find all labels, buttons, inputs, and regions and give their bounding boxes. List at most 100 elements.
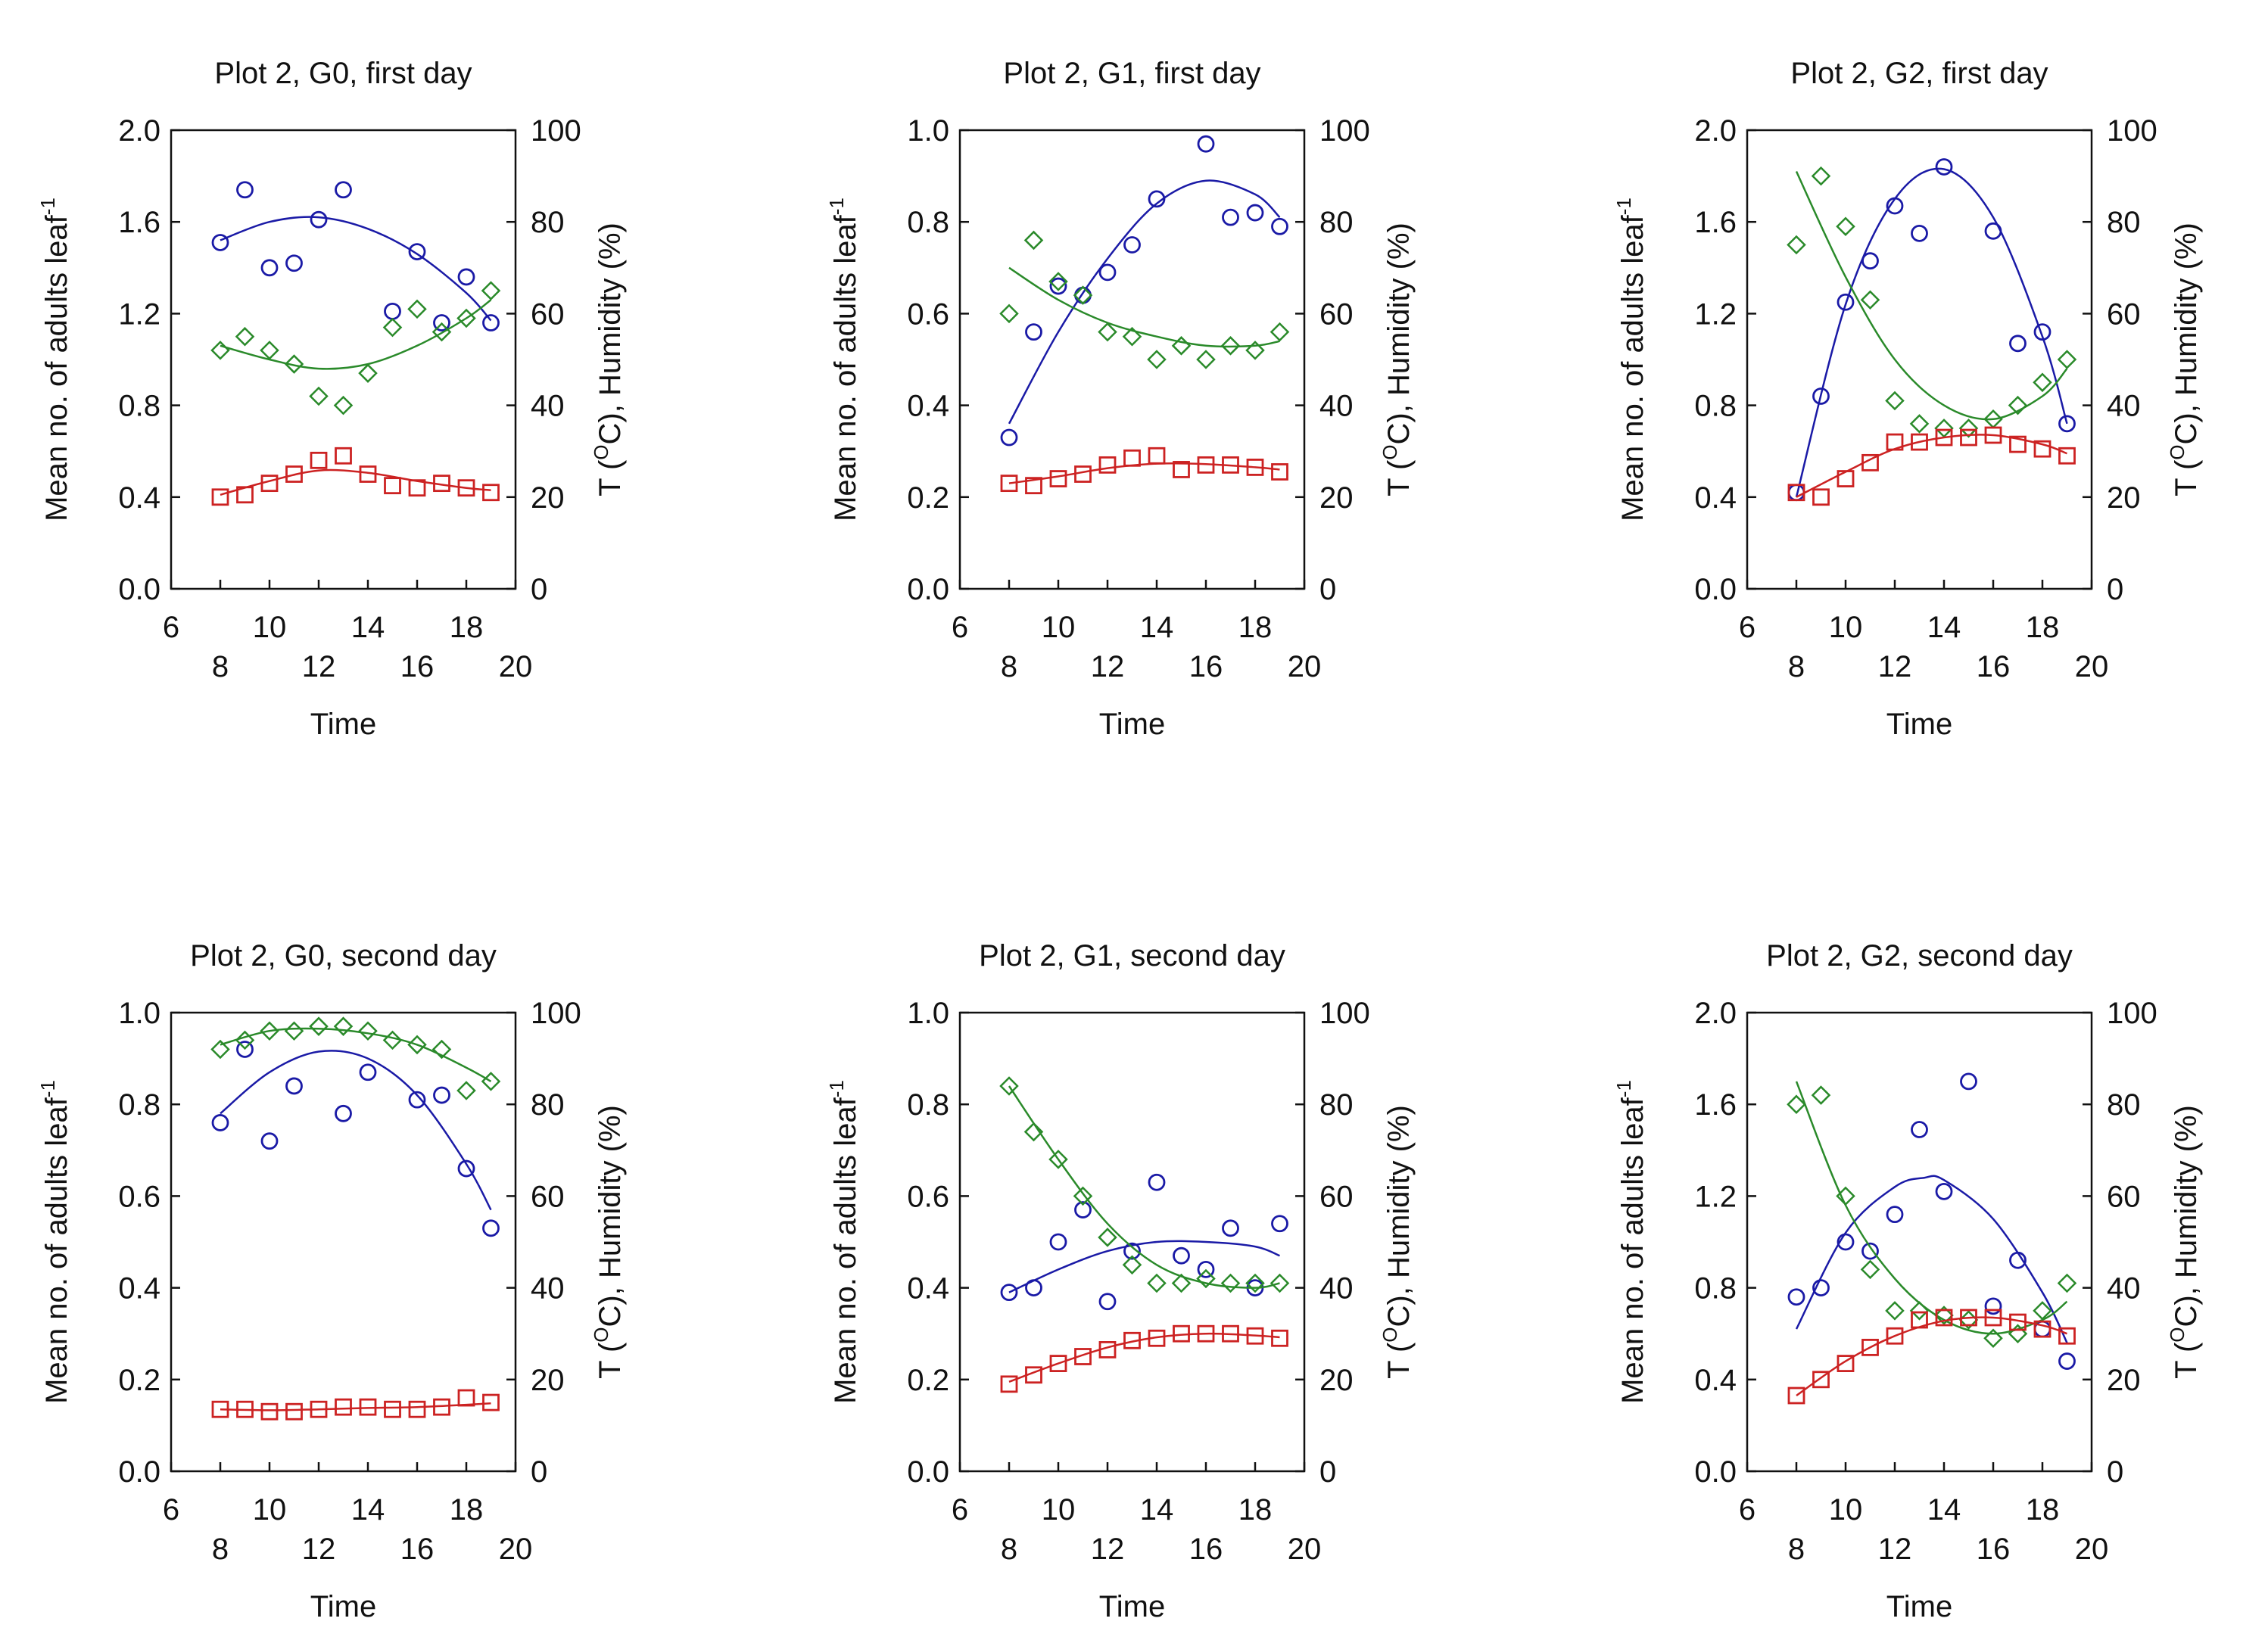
data-point-humidity	[407, 1035, 427, 1055]
x-tick-label: 14	[1927, 1493, 1961, 1527]
data-point-humidity	[235, 326, 255, 347]
data-point-humidity	[1811, 1085, 1831, 1105]
y-left-axis-label: Mean no. of adults leaf-1	[36, 1080, 73, 1404]
data-point-adults	[1222, 208, 1239, 226]
data-point-temperature	[1886, 433, 1904, 451]
data-point-humidity	[1811, 166, 1831, 186]
series-temperature	[1787, 1309, 2076, 1405]
series-temperature	[211, 447, 500, 506]
data-point-humidity	[1220, 336, 1241, 356]
data-point-humidity	[1270, 1273, 1290, 1293]
data-point-temperature	[1911, 1311, 1928, 1329]
data-point-humidity	[1098, 322, 1117, 342]
y-right-tick-label: 60	[2107, 297, 2141, 331]
data-point-humidity	[1073, 1186, 1093, 1206]
y-left-tick-label: 1.0	[118, 997, 160, 1030]
data-point-adults	[1960, 1072, 1977, 1091]
series-adults	[1787, 158, 2076, 502]
y-right-tick-label: 60	[1319, 1180, 1354, 1213]
x-tick-label: 14	[1140, 611, 1174, 644]
data-point-adults	[1074, 1201, 1092, 1218]
series-adults	[1000, 1173, 1288, 1311]
fit-curve-humidity	[1008, 1085, 1280, 1289]
data-point-temperature	[433, 475, 450, 493]
y-right-axis-label-tail: C), Humidity (%)	[593, 223, 627, 444]
x-tick-label: 8	[1001, 650, 1017, 683]
data-point-temperature	[1173, 1324, 1190, 1343]
data-point-adults	[335, 1104, 352, 1122]
data-point-temperature	[1246, 459, 1264, 476]
y-left-tick-label: 0.4	[907, 390, 949, 423]
data-point-humidity	[1885, 391, 1905, 411]
y-left-tick-label: 0.4	[1694, 1364, 1737, 1397]
x-tick-label: 8	[212, 650, 229, 683]
y-left-tick-label: 2.0	[118, 114, 160, 148]
data-point-temperature	[260, 475, 279, 493]
x-tick-label: 10	[1829, 611, 1863, 644]
data-point-adults	[1000, 1284, 1018, 1302]
data-point-temperature	[335, 447, 352, 465]
y-right-tick-label: 0	[531, 573, 547, 606]
x-tick-label: 16	[400, 650, 435, 683]
series-temperature	[1000, 1324, 1288, 1393]
x-tick-label: 18	[1238, 1493, 1273, 1527]
y-right-tick-label: 100	[1319, 997, 1370, 1030]
fit-curve-humidity	[1795, 1081, 2068, 1335]
y-right-axis-label-text: T (	[1382, 459, 1416, 496]
data-point-humidity	[407, 299, 427, 319]
x-tick-label: 10	[253, 1493, 287, 1527]
data-point-adults	[408, 1091, 426, 1109]
plot-frame	[958, 1011, 1306, 1473]
data-point-humidity	[1983, 1328, 2003, 1349]
data-point-temperature	[1787, 484, 1805, 502]
data-point-humidity	[1885, 1301, 1905, 1321]
y-left-tick-label: 1.6	[1694, 206, 1737, 239]
y-right-tick-label: 80	[2107, 1088, 2141, 1122]
data-point-humidity	[2057, 1273, 2077, 1293]
data-point-adults	[236, 181, 254, 199]
data-point-temperature	[1098, 456, 1117, 474]
x-tick-label: 6	[952, 611, 968, 644]
x-tick-label: 10	[1042, 1493, 1076, 1527]
data-point-temperature	[1886, 1327, 1904, 1345]
y-right-axis-label-tail: C), Humidity (%)	[1382, 1105, 1416, 1327]
data-point-humidity	[1909, 414, 1930, 434]
data-point-adults	[1148, 190, 1166, 208]
data-point-adults	[1222, 1219, 1239, 1237]
data-point-temperature	[1960, 1309, 1977, 1327]
y-right-tick-label: 80	[2107, 206, 2141, 239]
data-point-temperature	[1837, 470, 1855, 487]
data-point-adults	[1812, 387, 1830, 405]
data-point-adults	[285, 1077, 303, 1095]
x-tick-label: 14	[1927, 611, 1961, 644]
data-point-adults	[1271, 1215, 1288, 1233]
y-right-axis-label-tail: C), Humidity (%)	[2170, 1105, 2203, 1327]
data-point-temperature	[482, 1393, 500, 1411]
data-point-temperature	[285, 1402, 303, 1421]
y-left-tick-label: 0.8	[907, 1088, 949, 1122]
data-point-temperature	[1025, 1366, 1042, 1384]
x-tick-label: 16	[1977, 650, 2011, 683]
data-point-adults	[310, 210, 328, 229]
y-right-tick-label: 20	[1319, 1364, 1354, 1397]
data-point-humidity	[999, 303, 1019, 324]
y-right-tick-label: 20	[531, 1364, 565, 1397]
data-point-temperature	[1935, 428, 1953, 447]
series-temperature	[1000, 447, 1288, 495]
y-left-tick-label: 1.6	[118, 206, 160, 239]
y-left-tick-label: 0.6	[907, 297, 949, 331]
data-point-adults	[1787, 484, 1805, 502]
data-point-temperature	[1787, 1386, 1805, 1405]
x-tick-label: 8	[1788, 650, 1805, 683]
data-point-adults	[1271, 217, 1288, 235]
plot-frame	[1746, 1011, 2093, 1473]
x-axis-label: Time	[310, 708, 376, 741]
y-right-tick-label: 100	[1319, 114, 1370, 148]
y-left-axis-label: Mean no. of adults leaf-1	[825, 198, 862, 521]
data-point-temperature	[457, 479, 475, 497]
data-point-adults	[1984, 1297, 2002, 1315]
data-point-adults	[1123, 236, 1141, 254]
y-right-tick-label: 0	[1319, 573, 1336, 606]
data-point-humidity	[1836, 1186, 1855, 1206]
data-point-adults	[1886, 197, 1904, 215]
